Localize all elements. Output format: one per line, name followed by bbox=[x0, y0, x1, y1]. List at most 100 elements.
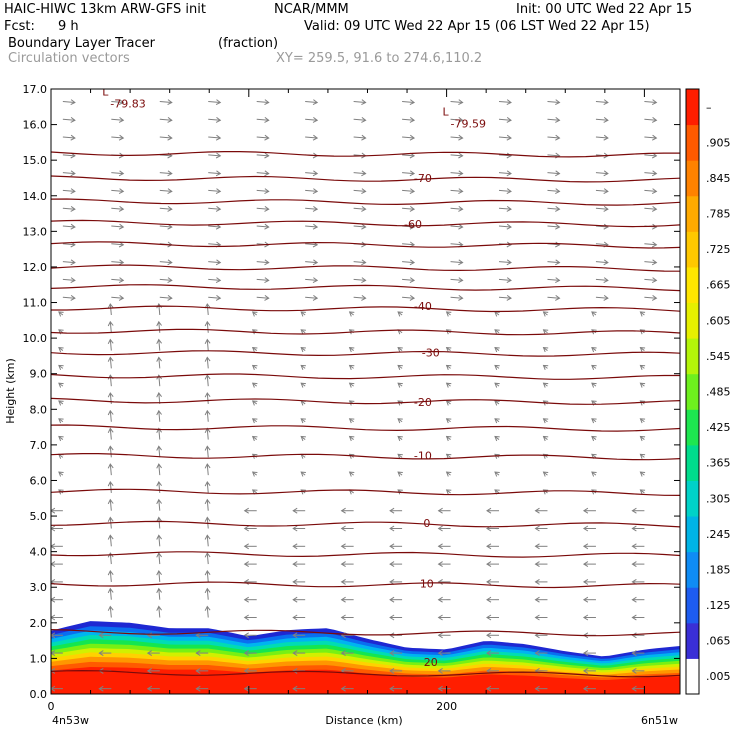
vector-arrowhead bbox=[437, 525, 443, 532]
vector-arrowhead bbox=[156, 516, 163, 522]
vector-arrowhead bbox=[251, 347, 258, 353]
vector-arrowhead bbox=[409, 134, 416, 141]
vector-arrow bbox=[305, 136, 318, 139]
vector-arrowhead bbox=[251, 400, 258, 406]
y-tick-label: 2.0 bbox=[30, 617, 48, 630]
vector-arrowhead bbox=[437, 632, 443, 639]
vector-arrowhead bbox=[204, 356, 211, 362]
colorbar-label: .485 bbox=[706, 386, 731, 399]
vector-arrow bbox=[644, 100, 657, 103]
vector-arrowhead bbox=[651, 170, 658, 177]
vector-arrowhead bbox=[458, 117, 464, 123]
vector-arrowhead bbox=[292, 614, 298, 621]
vector-arrowhead bbox=[204, 569, 211, 576]
vector-arrow bbox=[109, 410, 112, 422]
vector-arrowhead bbox=[591, 453, 597, 459]
contour-line bbox=[51, 424, 680, 432]
vector-arrowhead bbox=[542, 400, 549, 406]
vector-arrow bbox=[644, 154, 657, 157]
y-tick-label: 12.0 bbox=[23, 261, 48, 274]
vector-arrowhead bbox=[591, 311, 597, 317]
vector-arrowhead bbox=[300, 329, 306, 335]
vector-arrow bbox=[208, 154, 221, 157]
contour-line bbox=[51, 488, 680, 496]
vector-arrowhead bbox=[251, 453, 258, 459]
vector-arrowhead bbox=[506, 241, 512, 248]
vector-arrow bbox=[305, 278, 318, 281]
vector-arrow bbox=[206, 535, 209, 547]
vector-arrow bbox=[109, 481, 112, 493]
vector-arrow bbox=[111, 207, 124, 210]
vector-arrowhead bbox=[542, 453, 549, 459]
vector-arrowhead bbox=[639, 453, 646, 459]
vector-arrowhead bbox=[506, 152, 512, 159]
vector-arrowhead bbox=[98, 650, 104, 657]
vector-arrow bbox=[450, 118, 463, 121]
vector-arrowhead bbox=[486, 614, 492, 621]
y-tick-label: 4.0 bbox=[30, 546, 48, 559]
vector-arrow bbox=[111, 225, 124, 228]
y-tick-label: 1.0 bbox=[30, 652, 48, 665]
vector-arrowhead bbox=[458, 170, 464, 177]
vector-arrowhead bbox=[167, 277, 173, 284]
vector-arrowhead bbox=[70, 99, 76, 106]
vector-arrow bbox=[498, 136, 512, 139]
y-tick-label: 5.0 bbox=[30, 510, 48, 523]
vector-arrow bbox=[206, 588, 209, 600]
vector-arrowhead bbox=[167, 170, 173, 177]
vector-arrow bbox=[305, 243, 318, 246]
vector-arrow bbox=[402, 296, 415, 299]
vector-arrowhead bbox=[51, 650, 56, 657]
vector-arrowhead bbox=[486, 507, 492, 514]
vector-arrowhead bbox=[591, 347, 597, 353]
vector-arrow bbox=[498, 154, 512, 157]
low-marker: L bbox=[442, 105, 449, 118]
vector-arrow bbox=[353, 278, 366, 281]
vector-arrow bbox=[158, 481, 161, 493]
y-tick-label: 17.0 bbox=[23, 83, 48, 96]
vector-arrowhead bbox=[204, 409, 211, 416]
vector-arrow bbox=[62, 296, 75, 299]
vector-arrowhead bbox=[494, 382, 500, 388]
vector-arrow bbox=[450, 100, 463, 103]
colorbar-swatch bbox=[686, 444, 699, 481]
vector-arrowhead bbox=[591, 329, 597, 335]
vector-arrowhead bbox=[51, 667, 56, 674]
vector-arrowhead bbox=[542, 435, 549, 442]
vector-arrowhead bbox=[300, 364, 306, 370]
vector-arrowhead bbox=[312, 205, 319, 212]
vector-arrow bbox=[111, 261, 124, 264]
vector-arrowhead bbox=[167, 223, 173, 230]
vector-arrowhead bbox=[300, 489, 306, 495]
vector-arrowhead bbox=[445, 435, 452, 442]
vector-arrowhead bbox=[204, 480, 211, 487]
vector-arrowhead bbox=[204, 498, 211, 505]
vector-arrowhead bbox=[243, 667, 249, 674]
vector-arrow bbox=[158, 570, 161, 582]
colorbar-label: .425 bbox=[706, 421, 731, 434]
vector-arrowhead bbox=[51, 543, 56, 550]
vector-arrow bbox=[402, 243, 415, 246]
vector-arrow bbox=[498, 261, 512, 264]
vector-arrowhead bbox=[591, 471, 597, 477]
contour-label: -20 bbox=[414, 396, 432, 409]
vector-arrow bbox=[158, 321, 161, 333]
vector-arrowhead bbox=[348, 400, 355, 406]
colorbar-swatch bbox=[686, 195, 699, 232]
colorbar-label: .185 bbox=[706, 563, 731, 576]
vector-arrow bbox=[644, 136, 657, 139]
vector-arrowhead bbox=[361, 295, 367, 301]
vector-arrowhead bbox=[582, 543, 589, 550]
vector-arrowhead bbox=[215, 188, 222, 195]
vector-arrow bbox=[158, 464, 161, 476]
vector-arrowhead bbox=[204, 320, 211, 327]
vector-arrow bbox=[109, 357, 112, 369]
vector-arrow bbox=[206, 392, 209, 405]
vector-arrow bbox=[547, 100, 560, 103]
vector-arrowhead bbox=[348, 418, 355, 424]
vector-arrowhead bbox=[534, 561, 540, 568]
vector-arrowhead bbox=[486, 685, 492, 692]
vector-arrowhead bbox=[215, 99, 222, 106]
vector-arrowhead bbox=[215, 170, 222, 177]
contour-line bbox=[51, 328, 680, 336]
